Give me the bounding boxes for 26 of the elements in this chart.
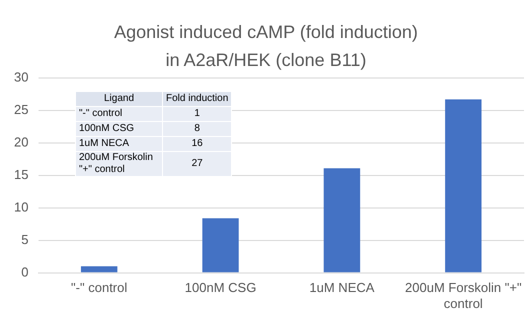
annotation: 1uM NECA — [76, 136, 162, 152]
x-tick-label: 100nM CSG — [184, 280, 256, 296]
annotation: Ligand — [76, 92, 162, 106]
x-tick-label: 200uM Forskolin "+" control — [405, 280, 522, 311]
annotation: 16 — [162, 136, 232, 152]
annotation: "-" control — [76, 106, 162, 122]
annotation: 8 — [162, 122, 232, 136]
y-tick-label: 20 — [14, 134, 28, 150]
annotation: 200uM Forskolin "+" control — [76, 152, 162, 176]
y-tick-label: 25 — [14, 102, 28, 118]
annotation: 27 — [162, 152, 232, 176]
bar — [445, 99, 482, 272]
chart-title: Agonist induced cAMP (fold induction) in A2aR/HEK (clone B11) — [113, 21, 419, 72]
y-tick-label: 30 — [14, 70, 28, 85]
annotation: 1 — [162, 106, 232, 122]
bar — [324, 168, 360, 272]
x-tick-label: "-" control — [71, 280, 128, 296]
x-tick-label: 1uM NECA — [309, 280, 375, 296]
annotation: 100nM CSG — [76, 122, 162, 136]
y-tick-label: 15 — [14, 166, 28, 182]
y-tick-label: 10 — [14, 199, 28, 214]
bar — [80, 266, 118, 272]
y-tick-label: 0 — [21, 264, 28, 280]
y-tick-label: 5 — [21, 232, 28, 247]
annotation: Fold induction — [162, 92, 232, 106]
bar — [202, 218, 239, 272]
